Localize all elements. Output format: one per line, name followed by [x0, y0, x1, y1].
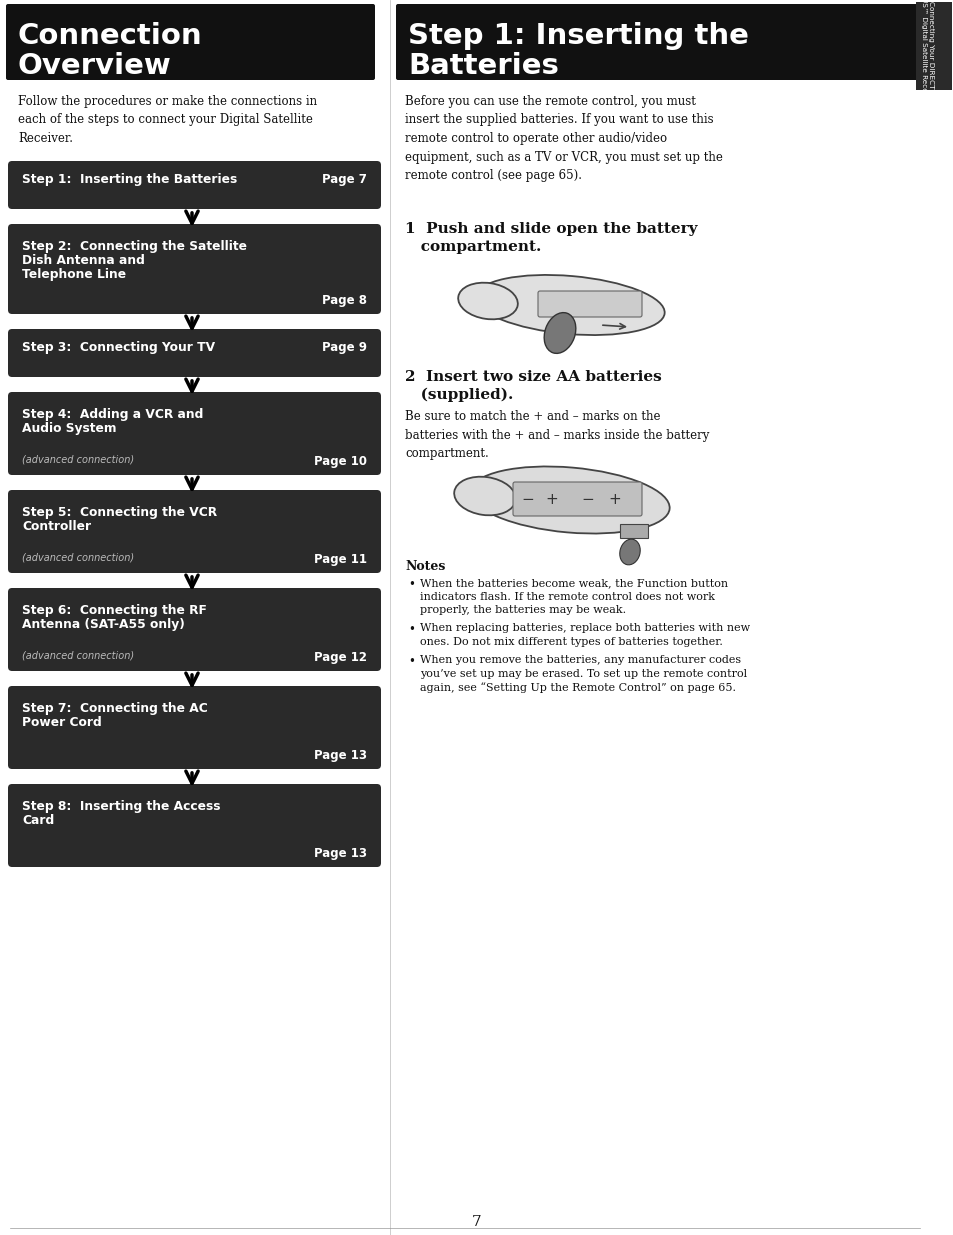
Text: Step 4:  Adding a VCR and: Step 4: Adding a VCR and — [22, 408, 203, 421]
Text: Be sure to match the + and – marks on the
batteries with the + and – marks insid: Be sure to match the + and – marks on th… — [405, 410, 709, 459]
Text: Step 7:  Connecting the AC: Step 7: Connecting the AC — [22, 701, 208, 715]
Ellipse shape — [457, 283, 517, 320]
Text: 7: 7 — [472, 1215, 481, 1229]
Ellipse shape — [470, 467, 669, 534]
Text: (supplied).: (supplied). — [405, 388, 513, 403]
Text: Step 6:  Connecting the RF: Step 6: Connecting the RF — [22, 604, 207, 618]
FancyBboxPatch shape — [537, 291, 641, 317]
Text: Connection: Connection — [18, 22, 202, 49]
Text: (advanced connection): (advanced connection) — [22, 454, 134, 466]
Text: (advanced connection): (advanced connection) — [22, 553, 134, 563]
Text: Connecting Your DIRECTV
PLUS™ Digital Satellite Receiver: Connecting Your DIRECTV PLUS™ Digital Sa… — [920, 0, 933, 105]
Text: •: • — [408, 655, 415, 668]
Text: Page 12: Page 12 — [314, 651, 367, 664]
FancyBboxPatch shape — [8, 490, 380, 573]
Text: Page 8: Page 8 — [322, 294, 367, 308]
Text: Step 2:  Connecting the Satellite: Step 2: Connecting the Satellite — [22, 240, 247, 253]
Text: Page 9: Page 9 — [322, 342, 367, 354]
Text: +: + — [545, 493, 558, 508]
Text: Batteries: Batteries — [408, 52, 558, 80]
FancyBboxPatch shape — [8, 224, 380, 314]
FancyBboxPatch shape — [8, 391, 380, 475]
Text: •: • — [408, 622, 415, 636]
Text: Step 1: Inserting the: Step 1: Inserting the — [408, 22, 748, 49]
Text: Card: Card — [22, 814, 54, 827]
Text: Audio System: Audio System — [22, 422, 116, 435]
Text: Step 3:  Connecting Your TV: Step 3: Connecting Your TV — [22, 342, 214, 354]
Text: +: + — [608, 493, 620, 508]
Text: When the batteries become weak, the Function button
indicators flash. If the rem: When the batteries become weak, the Func… — [419, 578, 727, 615]
Text: −: − — [581, 493, 594, 508]
Text: Overview: Overview — [18, 52, 172, 80]
Text: −: − — [521, 493, 534, 508]
Text: Page 13: Page 13 — [314, 847, 367, 860]
Text: When replacing batteries, replace both batteries with new
ones. Do not mix diffe: When replacing batteries, replace both b… — [419, 622, 749, 647]
Text: Notes: Notes — [405, 559, 445, 573]
Text: Page 7: Page 7 — [322, 173, 367, 186]
Text: Controller: Controller — [22, 520, 91, 534]
Ellipse shape — [543, 312, 576, 353]
Text: Step 5:  Connecting the VCR: Step 5: Connecting the VCR — [22, 506, 217, 519]
Text: Telephone Line: Telephone Line — [22, 268, 126, 282]
Ellipse shape — [454, 477, 516, 515]
Text: When you remove the batteries, any manufacturer codes
you’ve set up may be erase: When you remove the batteries, any manuf… — [419, 655, 746, 693]
FancyBboxPatch shape — [513, 482, 641, 516]
FancyBboxPatch shape — [8, 784, 380, 867]
FancyBboxPatch shape — [8, 588, 380, 671]
Ellipse shape — [475, 275, 664, 335]
Text: Follow the procedures or make the connections in
each of the steps to connect yo: Follow the procedures or make the connec… — [18, 95, 316, 144]
Bar — [915, 2, 951, 90]
Text: •: • — [408, 578, 415, 592]
Bar — [619, 524, 647, 538]
Text: Before you can use the remote control, you must
insert the supplied batteries. I: Before you can use the remote control, y… — [405, 95, 722, 182]
FancyBboxPatch shape — [8, 161, 380, 209]
Text: Power Cord: Power Cord — [22, 716, 102, 729]
Text: 2  Insert two size AA batteries: 2 Insert two size AA batteries — [405, 370, 661, 384]
Text: (advanced connection): (advanced connection) — [22, 651, 134, 661]
FancyBboxPatch shape — [6, 4, 375, 80]
Ellipse shape — [619, 540, 639, 564]
FancyBboxPatch shape — [395, 4, 919, 80]
Text: Page 10: Page 10 — [314, 454, 367, 468]
Text: compartment.: compartment. — [405, 240, 540, 254]
Text: Page 13: Page 13 — [314, 748, 367, 762]
Text: Step 8:  Inserting the Access: Step 8: Inserting the Access — [22, 800, 220, 813]
Text: Page 11: Page 11 — [314, 553, 367, 566]
Text: Step 1:  Inserting the Batteries: Step 1: Inserting the Batteries — [22, 173, 237, 186]
FancyBboxPatch shape — [8, 685, 380, 769]
Text: 1  Push and slide open the battery: 1 Push and slide open the battery — [405, 222, 697, 236]
Text: Dish Antenna and: Dish Antenna and — [22, 254, 145, 267]
FancyBboxPatch shape — [8, 329, 380, 377]
Text: Antenna (SAT-A55 only): Antenna (SAT-A55 only) — [22, 618, 185, 631]
